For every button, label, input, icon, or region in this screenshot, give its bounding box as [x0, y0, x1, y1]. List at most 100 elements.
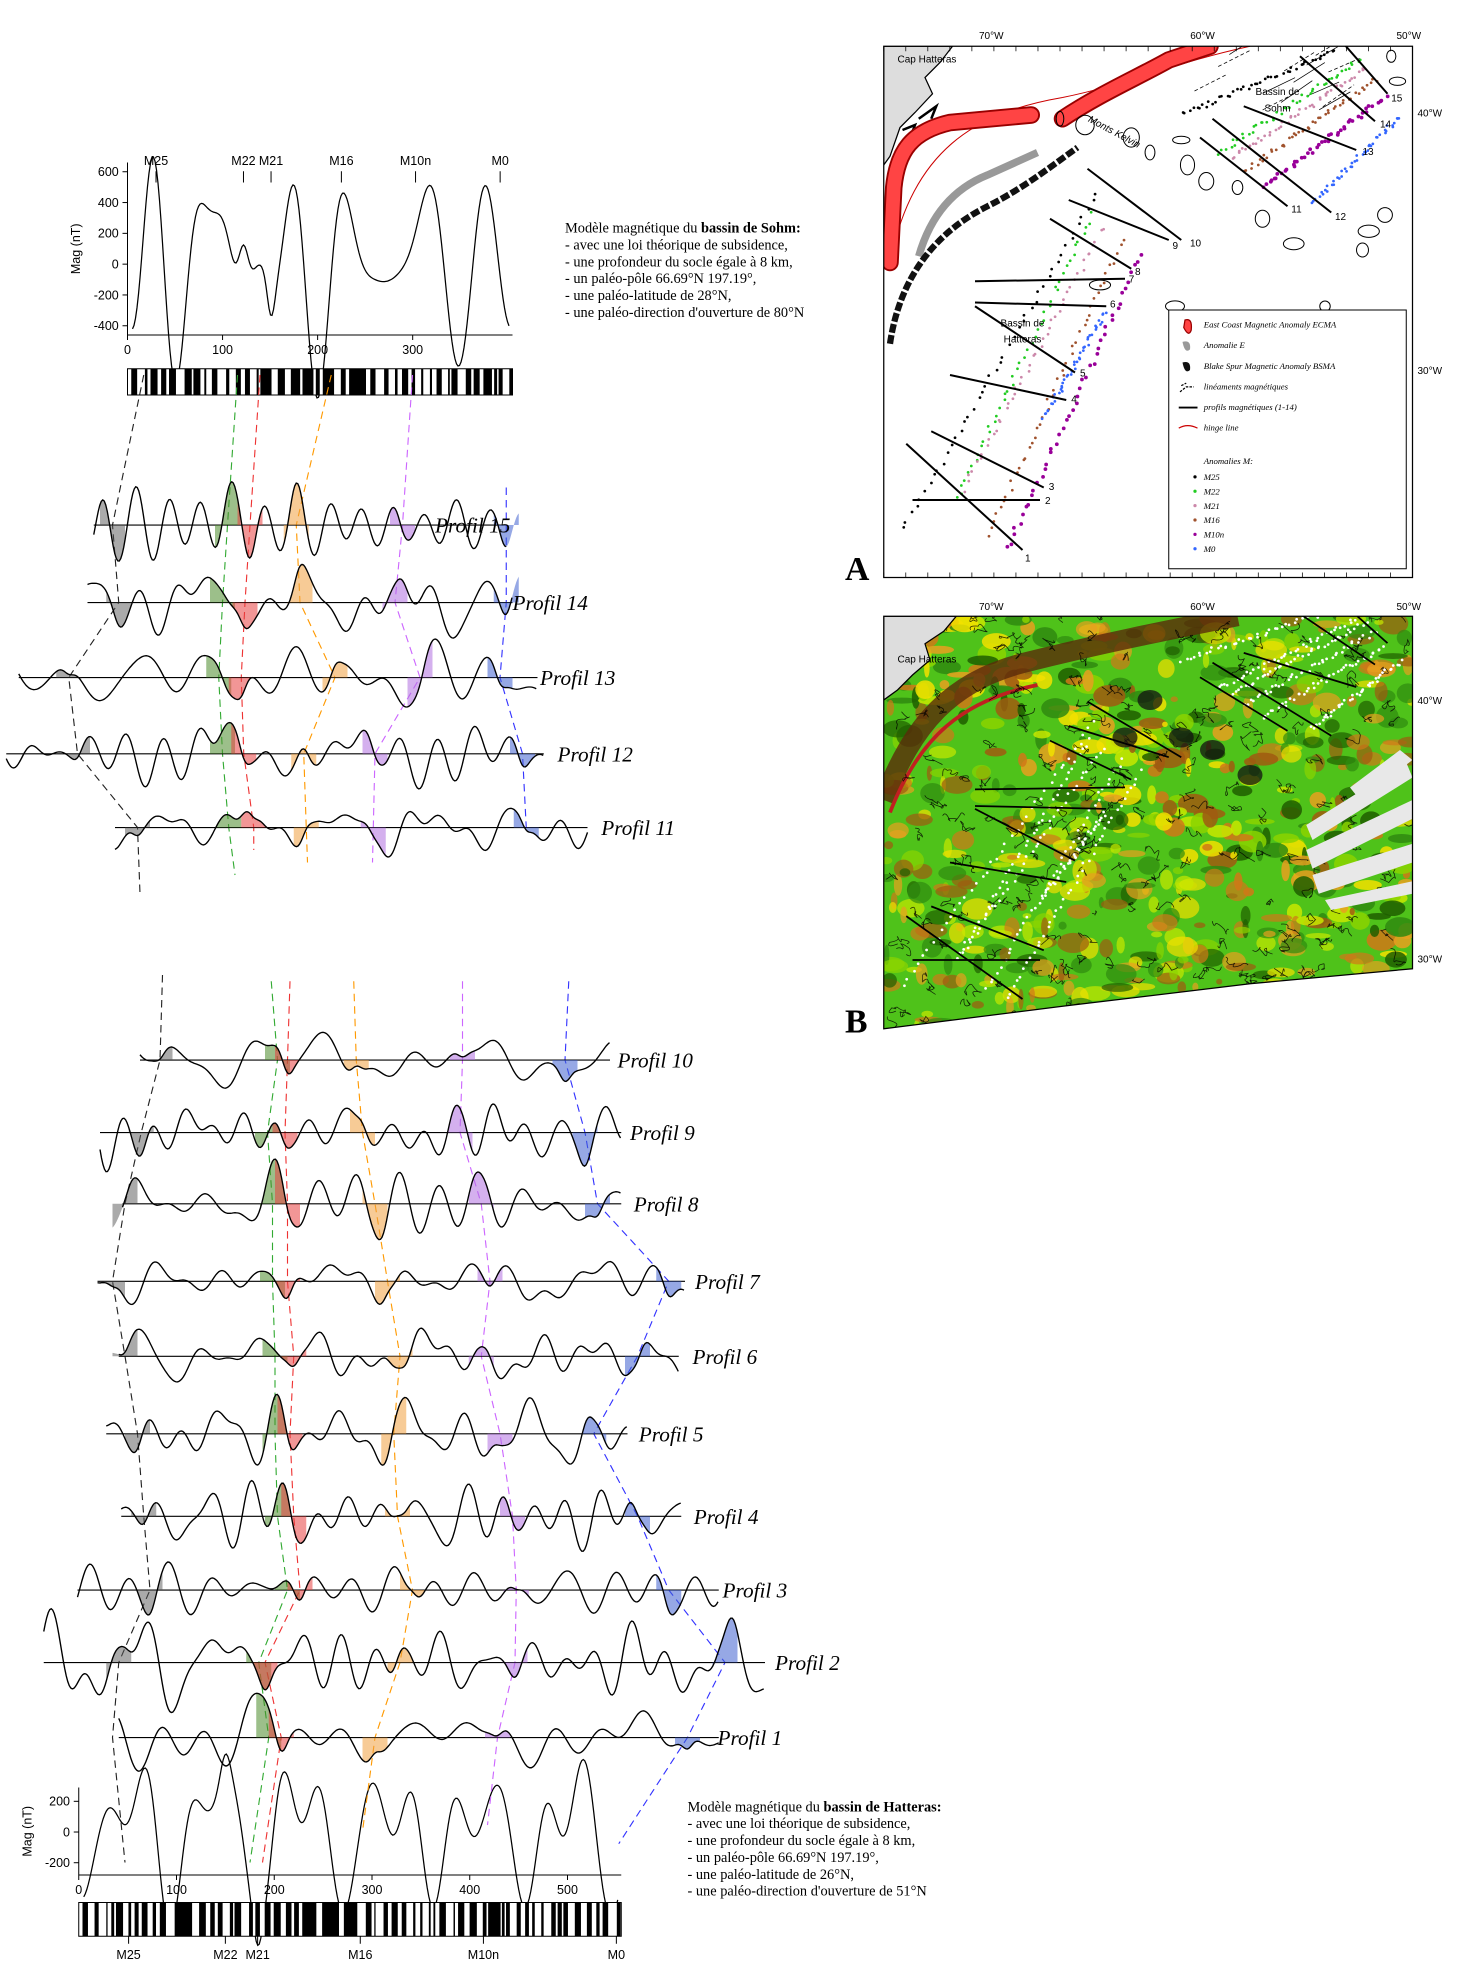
contour	[998, 632, 1022, 639]
anomaly-pick	[1058, 310, 1062, 313]
profile-track	[1211, 117, 1332, 214]
y-tick-label: 200	[49, 1795, 70, 1809]
polarity-block	[401, 1902, 407, 1937]
profile-number: 2	[1045, 496, 1051, 507]
anomaly-pick	[1268, 133, 1272, 137]
anomaly-pick	[1292, 164, 1297, 169]
anomaly-patch	[362, 730, 388, 766]
anomaly-pick	[1244, 684, 1248, 687]
polarity-block	[226, 368, 230, 395]
anomaly-pick	[992, 432, 996, 436]
anomaly-pick	[1026, 502, 1031, 507]
anomaly-pick	[1301, 654, 1305, 658]
anomaly-pick	[1096, 346, 1101, 351]
profile-track	[1087, 700, 1182, 758]
relief-patch	[995, 697, 1022, 720]
anomaly-pick	[1078, 222, 1081, 226]
profile: Profil 14	[87, 563, 588, 639]
anomaly-pick	[1340, 84, 1344, 88]
anomaly-patch	[468, 1172, 494, 1212]
anomaly-pick	[994, 512, 998, 515]
polarity-block	[184, 368, 192, 395]
x-tick-label: 100	[212, 343, 233, 357]
anomaly-pick	[1120, 290, 1125, 295]
relief-patch	[1011, 1014, 1038, 1022]
anomaly-pick	[1060, 384, 1064, 388]
polarity-block	[134, 1902, 139, 1937]
legend-swatch	[1179, 382, 1194, 393]
profile: Profil 13	[18, 638, 615, 708]
anomaly-label: M21	[245, 1948, 269, 1962]
relief-patch	[1240, 1003, 1252, 1014]
anomaly-pick	[1017, 852, 1021, 856]
anomaly-pick	[1294, 159, 1299, 164]
relief-patch	[1006, 818, 1025, 833]
lon-label: 70°W	[979, 31, 1004, 42]
anomaly-pick	[1384, 129, 1388, 133]
anomaly-pick	[1062, 298, 1065, 302]
anomaly-pick	[979, 457, 983, 460]
anomaly-pick	[1277, 126, 1281, 130]
anomaly-pick	[1022, 313, 1026, 317]
lineament	[1322, 84, 1355, 108]
relief-patch	[913, 1019, 921, 1029]
anomaly-pick	[975, 460, 979, 463]
anomaly-pick	[1034, 436, 1037, 440]
contour	[1252, 732, 1264, 747]
anomaly-pick	[1102, 227, 1105, 231]
relief-patch	[1114, 749, 1139, 767]
anomaly-pick	[1335, 651, 1338, 655]
anomaly-pick	[1097, 798, 1101, 802]
legend-dot	[1193, 547, 1197, 551]
relief-patch	[1349, 907, 1355, 916]
anomaly-pick	[1087, 343, 1091, 347]
map-b-content: Cap Hatteras	[883, 616, 1413, 1029]
anomaly-pick	[1329, 714, 1333, 718]
anomaly-pick	[1037, 944, 1041, 947]
x-tick-label: 0	[75, 1883, 82, 1897]
anomaly-pick	[1059, 253, 1063, 257]
anomaly-pick	[972, 929, 976, 933]
anomaly-pick	[1301, 62, 1305, 66]
no-data-wedge	[1306, 800, 1413, 869]
anomaly-pick	[1252, 125, 1256, 128]
profile-curve	[87, 563, 513, 639]
anomaly-pick	[1192, 106, 1196, 110]
anomaly-pick	[1378, 133, 1382, 137]
anomaly-pick	[1071, 352, 1074, 356]
anomaly-pick	[1224, 148, 1228, 151]
anomaly-pick	[990, 526, 994, 530]
anomaly-pick	[995, 429, 999, 433]
anomaly-pick	[981, 440, 985, 443]
relief-patch	[883, 873, 894, 883]
relief-patch	[967, 655, 999, 666]
anomaly-pick	[1371, 651, 1375, 655]
legend-label: M0	[1203, 544, 1216, 554]
relief-patch	[1093, 684, 1126, 707]
lineament	[1263, 77, 1296, 94]
relief-patch	[884, 841, 894, 850]
anomaly-pick	[1340, 175, 1344, 178]
contour	[1013, 684, 1025, 698]
relief-patch	[1281, 1021, 1313, 1029]
anomaly-pick	[1062, 378, 1066, 382]
anomaly-pick	[1103, 826, 1106, 830]
contour	[1311, 963, 1326, 973]
anomaly-pick	[976, 931, 980, 935]
relief-patch	[905, 778, 912, 788]
anomaly-pick	[972, 408, 976, 411]
anomaly-pick	[1355, 692, 1359, 696]
anomaly-pick	[1025, 348, 1029, 352]
polarity-block	[152, 1902, 157, 1937]
contour	[1143, 727, 1152, 737]
profile-label: Profil 1	[717, 1726, 783, 1750]
contour	[1025, 796, 1044, 807]
relief-patch	[1071, 956, 1092, 974]
anomaly-pick	[1060, 766, 1064, 769]
polarity-block	[365, 1902, 372, 1937]
relief-patch	[1281, 745, 1302, 763]
anomaly-pick	[994, 893, 998, 896]
profile-track	[949, 374, 1067, 401]
anomaly-pick	[925, 948, 928, 952]
